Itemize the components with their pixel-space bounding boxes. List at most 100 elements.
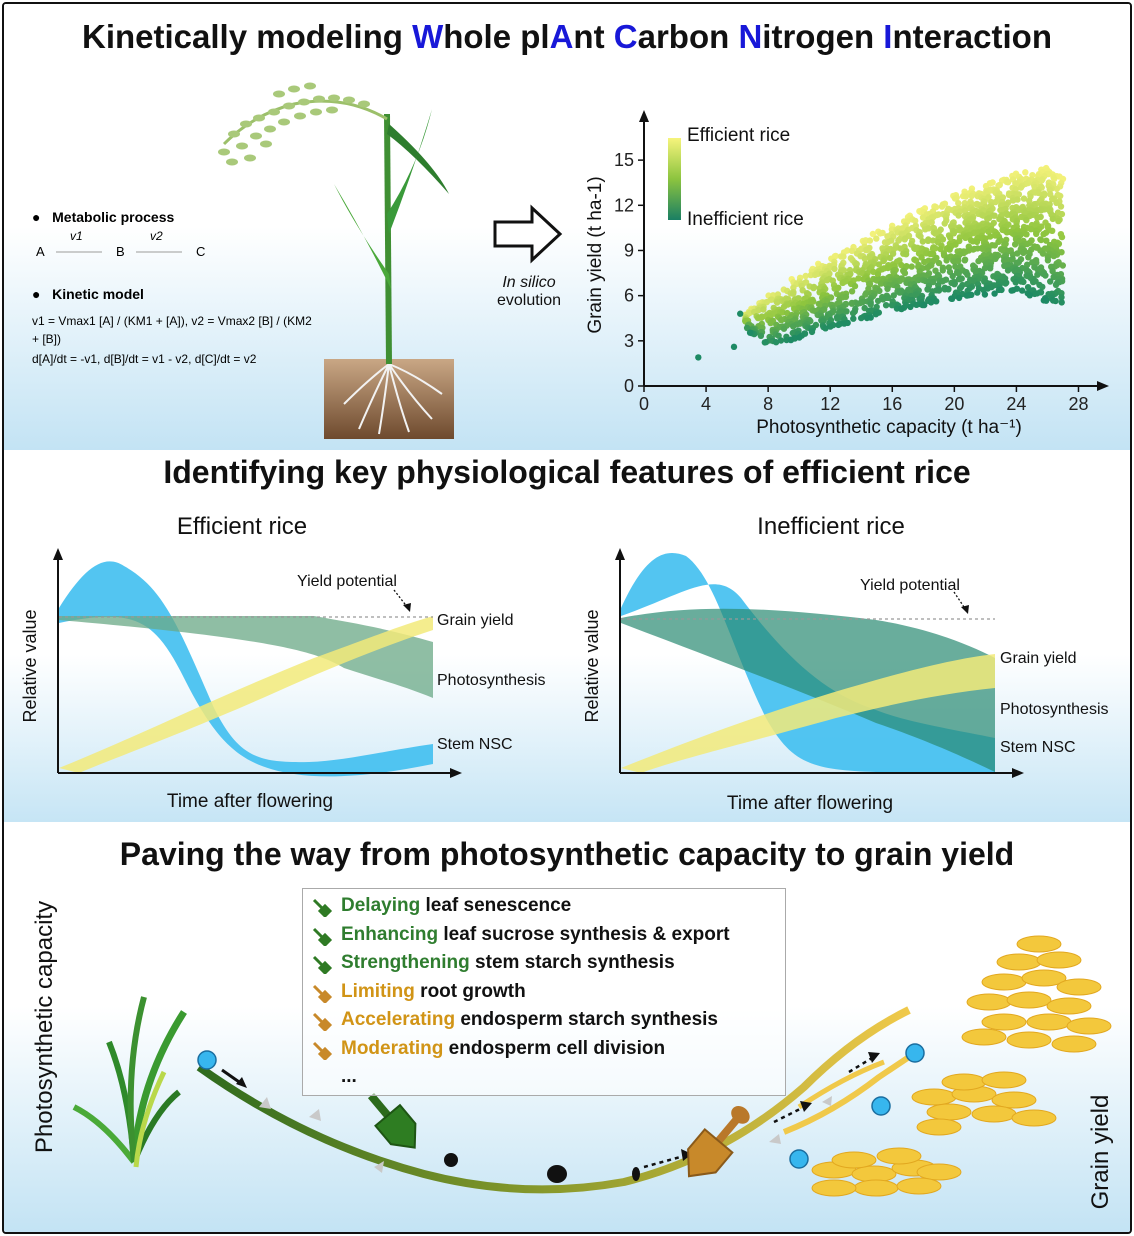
dark-droplet: [444, 1153, 458, 1167]
dark-droplet: [547, 1165, 567, 1183]
strategy-text: leaf senescence: [420, 895, 572, 916]
scatter-point: [902, 251, 910, 258]
inefficient-y-arrowhead: [615, 548, 625, 560]
scatter-point: [802, 272, 809, 280]
strategy-item: Delaying leaf senescence: [311, 895, 571, 917]
scatter-point: [915, 276, 922, 284]
scatter-point: [848, 247, 856, 254]
scatter-point: [1047, 191, 1054, 198]
inefficient-xlabel: Time after flowering: [727, 793, 893, 814]
scatter-point: [968, 192, 975, 200]
photosynthetic-capacity-label: Photosynthetic capacity: [31, 901, 58, 1153]
scatter-point: [901, 236, 908, 243]
orange-shovel-small-icon: [312, 1012, 333, 1031]
scatter-point: [898, 225, 906, 232]
scatter-point: [1027, 226, 1035, 233]
title-segment: nt: [573, 18, 614, 55]
scatter-point: [755, 306, 762, 314]
scatter-point: [780, 303, 788, 310]
scatter-point: [787, 336, 795, 344]
x-tick-label: 4: [701, 394, 711, 414]
scatter-point: [1026, 292, 1033, 299]
efficient-stem-nsc-label: Stem NSC: [437, 736, 513, 753]
scatter-point: [929, 245, 937, 253]
grain-yield-band: [59, 616, 433, 773]
scatter-point: [916, 268, 923, 275]
scatter-point: [888, 237, 895, 244]
scatter-point: [849, 310, 857, 317]
scatter-point: [955, 270, 962, 277]
scatter-point: [975, 257, 982, 265]
inefficient-photosynthesis-label: Photosynthesis: [1000, 701, 1109, 718]
title-segment: itrogen: [762, 18, 884, 55]
scatter-point: [1004, 267, 1012, 274]
scatter-point: [882, 302, 890, 309]
ode-equation: d[A]/dt = -v1, d[B]/dt = v1 - v2, d[C]/d…: [32, 352, 257, 366]
scatter-point: [1040, 297, 1047, 304]
y-tick-label: 6: [624, 286, 634, 306]
kinetic-model-row: ● Kinetic model: [32, 286, 144, 302]
y-axis-arrowhead: [639, 110, 649, 122]
scatter-point: [951, 281, 958, 288]
title-highlight-letter: W: [412, 18, 444, 55]
efficient-xlabel: Time after flowering: [167, 791, 333, 812]
inefficient-stem-nsc-label: Stem NSC: [1000, 739, 1076, 756]
grains: [218, 82, 370, 166]
scatter-point: [884, 233, 891, 240]
pathway-marker: [871, 1096, 891, 1116]
scatter-point: [901, 269, 909, 277]
scatter-point: [760, 306, 767, 313]
scatter-point: [875, 261, 883, 268]
scatter-point: [935, 287, 943, 294]
species-b: B: [116, 244, 125, 259]
scatter-point: [921, 301, 928, 309]
scatter-point: [840, 267, 848, 274]
y-tick-label: 12: [614, 195, 634, 215]
strategy-item: Strengthening stem starch synthesis: [311, 952, 675, 974]
scatter-point: [1010, 197, 1017, 204]
scatter-point: [1017, 278, 1025, 285]
strategy-verb: Accelerating: [341, 1009, 456, 1030]
scatter-point: [947, 234, 954, 241]
orange-shovel-icon: [687, 1106, 750, 1178]
legend-inefficient: Inefficient rice: [687, 209, 804, 230]
scatter-point: [987, 233, 994, 240]
scatter-point: [1011, 267, 1018, 275]
scatter-point: [884, 285, 891, 292]
yield-potential-pointer-head: [961, 605, 969, 614]
scatter-point: [1031, 290, 1038, 298]
scatter-point: [912, 245, 919, 253]
scatter-point: [888, 302, 896, 309]
scatter-point: [850, 315, 857, 322]
scatter-point: [1039, 250, 1047, 257]
main-title: Kinetically modeling Whole plAnt Carbon …: [4, 18, 1130, 56]
scatter-point: [1015, 207, 1022, 214]
scatter-point: [810, 284, 817, 292]
rate-v1: v1: [70, 229, 83, 243]
scatter-point: [790, 290, 797, 297]
efficient-y-arrowhead: [53, 548, 63, 560]
scatter-point: [775, 332, 782, 339]
scatter-point: [831, 265, 838, 273]
inefficient-rice-chart: Inefficient rice Yield potential Grain y…: [582, 513, 1109, 814]
scatter-point: [985, 228, 992, 235]
title-segment: Kinetically modeling: [82, 18, 413, 55]
scatter-point: [848, 288, 856, 295]
scatter-point: [885, 294, 892, 301]
title-segment: hole pl: [443, 18, 550, 55]
scatter-point: [834, 315, 841, 322]
x-tick-label: 24: [1006, 394, 1026, 414]
scatter-point: [952, 263, 959, 270]
scatter-point: [822, 325, 829, 332]
scatter-point: [1011, 241, 1019, 248]
strategy-item: ...: [311, 1066, 357, 1088]
metabolic-process-label: Metabolic process: [52, 209, 175, 225]
scatter-xlabel: Photosynthetic capacity (t ha⁻¹): [756, 417, 1022, 438]
scatter-point: [935, 259, 943, 267]
scatter-point: [851, 282, 859, 290]
y-tick-label: 9: [624, 240, 634, 260]
photosynthesis-band: [621, 608, 995, 772]
scatter-point: [1019, 287, 1026, 294]
pathway-marker: [905, 1043, 925, 1063]
scatter-point: [880, 257, 887, 265]
